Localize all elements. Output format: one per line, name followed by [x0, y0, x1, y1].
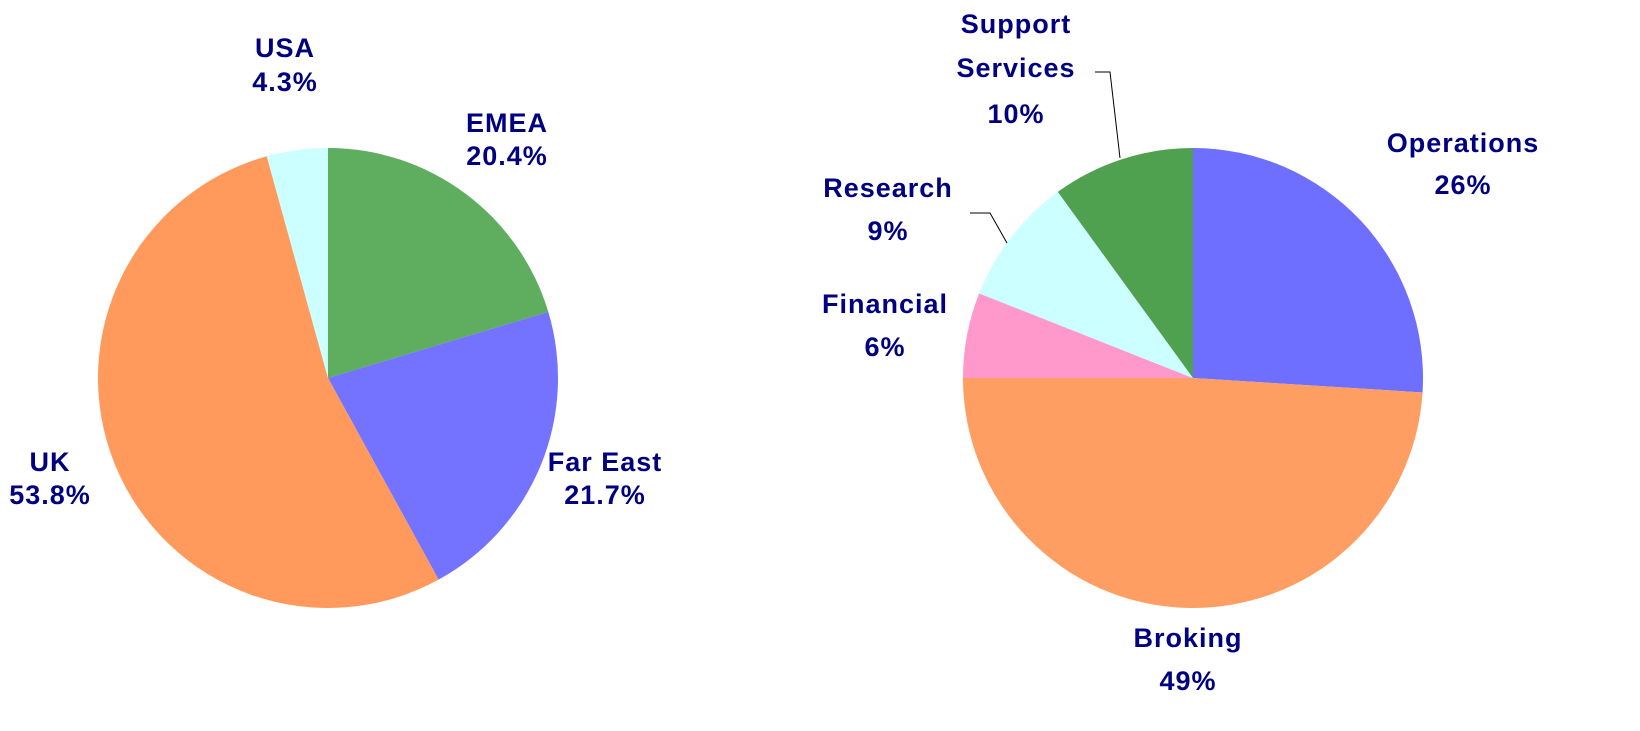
slice-value-label: 21.7% — [564, 480, 646, 510]
slice-label: USA — [255, 33, 315, 63]
slice-label: Research — [823, 173, 953, 203]
slice-value-label: 9% — [867, 216, 908, 246]
pie-slice — [963, 378, 1423, 608]
pie-slice — [97, 156, 439, 609]
slice-label: Operations — [1387, 128, 1540, 158]
slice-label: UK — [30, 447, 71, 477]
leader-line — [1095, 71, 1121, 159]
slice-label: Support Services — [956, 9, 1075, 83]
slice-value-label: 4.3% — [252, 67, 318, 97]
slice-label: EMEA — [466, 108, 548, 138]
pie-slice — [328, 311, 558, 580]
slice-value-label: 53.8% — [9, 480, 91, 510]
slice-value-label: 49% — [1159, 666, 1216, 696]
pie-slice — [963, 293, 1193, 378]
leader-line — [970, 212, 1008, 244]
slice-label: Far East — [548, 447, 663, 477]
pie-slice — [979, 191, 1193, 378]
pie-slice — [266, 148, 328, 378]
slice-value-label: 26% — [1434, 170, 1491, 200]
slice-label: Broking — [1133, 623, 1242, 653]
pie-slice — [1057, 148, 1193, 378]
pie-slice — [1193, 148, 1423, 393]
slice-value-label: 10% — [987, 99, 1044, 129]
slice-value-label: 6% — [864, 332, 905, 362]
slice-label: Financial — [822, 289, 948, 319]
pie-slice — [328, 148, 549, 378]
slice-value-label: 20.4% — [466, 141, 548, 171]
